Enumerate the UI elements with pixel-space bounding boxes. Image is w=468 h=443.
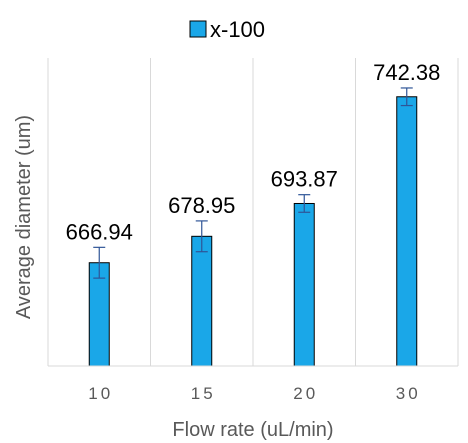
legend: x-100 <box>189 17 265 42</box>
x-tick-10: 10 <box>88 384 113 403</box>
data-labels: 666.94 678.95 693.87 742.38 <box>66 60 441 244</box>
data-label-30: 742.38 <box>373 60 440 85</box>
x-tick-20: 20 <box>293 384 318 403</box>
y-axis-title: Average diameter (um) <box>13 115 35 319</box>
bar-15 <box>191 235 213 367</box>
legend-label: x-100 <box>210 17 265 42</box>
error-bar-15 <box>195 220 208 253</box>
x-tick-30: 30 <box>396 384 421 403</box>
error-bar-10 <box>93 246 106 279</box>
x-axis-title: Flow rate (uL/min) <box>172 419 333 441</box>
x-tick-labels: 10 15 20 30 <box>88 384 421 403</box>
data-label-15: 678.95 <box>168 193 235 218</box>
data-label-20: 693.87 <box>271 167 338 192</box>
x-tick-15: 15 <box>191 384 216 403</box>
grid <box>47 58 459 366</box>
data-label-10: 666.94 <box>66 219 133 244</box>
error-bars <box>93 87 413 279</box>
error-bar-30 <box>400 87 413 107</box>
bar-30 <box>396 96 418 367</box>
bar-20 <box>293 202 315 367</box>
legend-swatch <box>189 20 207 38</box>
error-bar-20 <box>298 194 311 213</box>
